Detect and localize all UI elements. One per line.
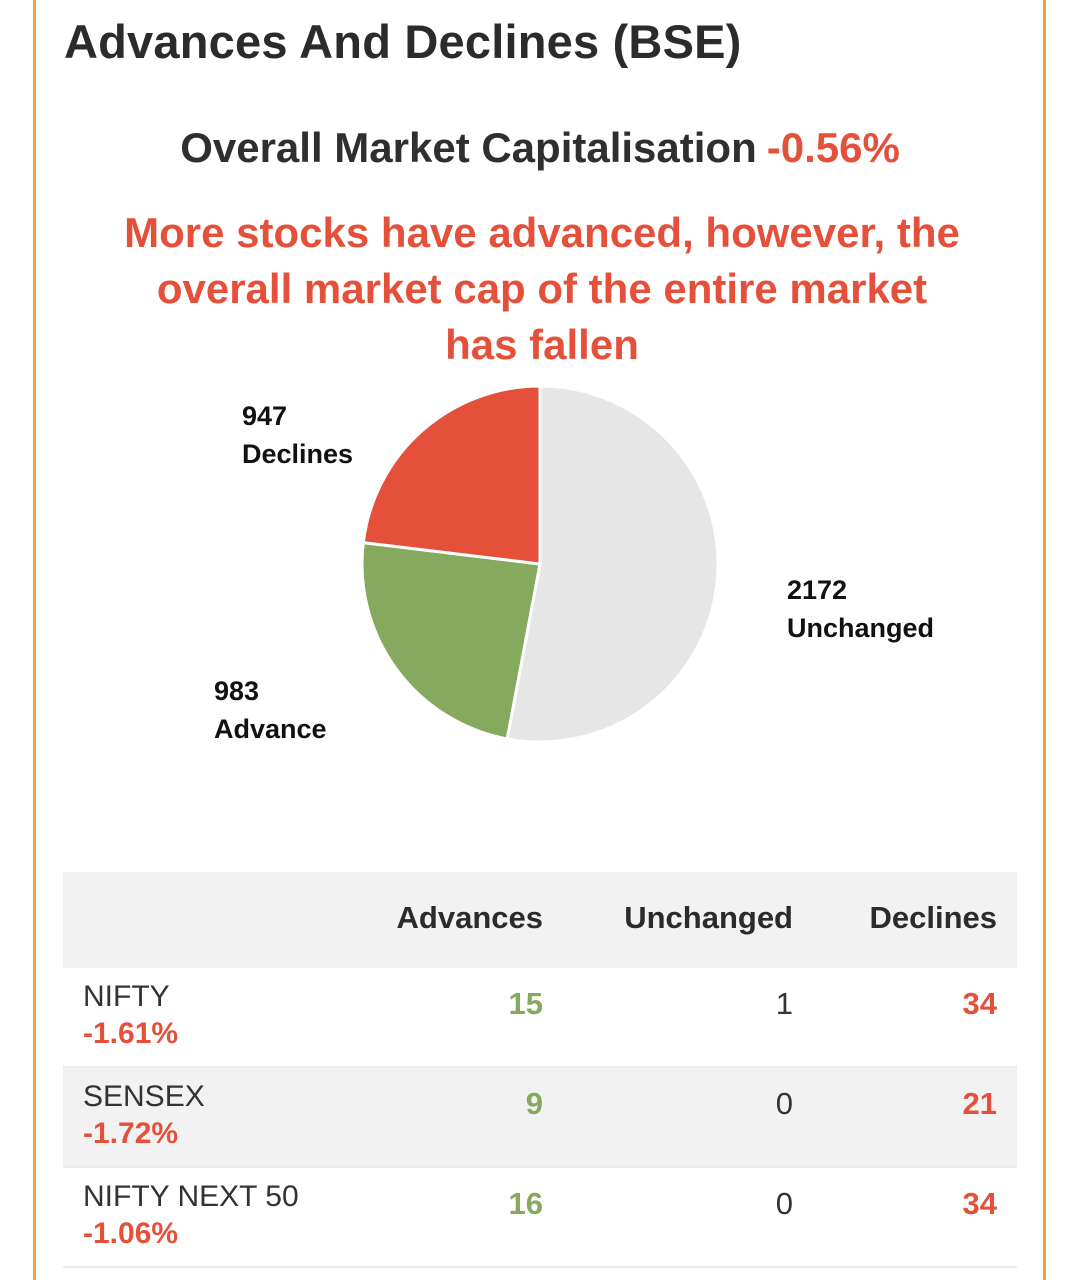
row-unchanged: 1 <box>775 986 793 1021</box>
pie-label-declines: 947 Declines <box>242 397 353 473</box>
pie-label-unchanged: 2172 Unchanged <box>787 571 934 647</box>
card-border-left <box>33 0 36 1280</box>
table-row: NIFTY NEXT 50 -1.06% 16 0 34 <box>63 1168 1017 1268</box>
pie-slice-unchanged <box>505 384 720 744</box>
pie-label-advance: 983 Advance <box>214 672 327 748</box>
market-cap-line: Overall Market Capitalisation -0.56% <box>0 124 1080 172</box>
pie-slice-advance <box>360 540 542 741</box>
pie-slice-declines <box>361 384 542 566</box>
row-advances: 9 <box>525 1086 543 1121</box>
header-unchanged: Unchanged <box>624 900 793 935</box>
card-border-right <box>1043 0 1046 1280</box>
row-unchanged: 0 <box>775 1186 793 1221</box>
row-declines: 34 <box>962 1186 997 1221</box>
pie-label-unchanged-name: Unchanged <box>787 613 935 643</box>
row-declines: 21 <box>962 1086 997 1121</box>
market-cap-label: Overall Market Capitalisation <box>180 124 757 171</box>
card-title: Advances And Declines (BSE) <box>64 15 742 68</box>
table-row: NIFTY -1.61% 15 1 34 <box>63 968 1017 1068</box>
row-advances: 16 <box>508 1186 543 1221</box>
row-unchanged: 0 <box>775 1086 793 1121</box>
row-index-name: SENSEX <box>83 1080 205 1113</box>
index-breadth-table: Advances Unchanged Declines NIFTY -1.61%… <box>63 872 1017 1268</box>
pie-chart <box>360 384 720 744</box>
header-declines: Declines <box>869 900 997 935</box>
header-advances: Advances <box>396 900 543 935</box>
market-cap-value: -0.56% <box>766 124 900 171</box>
row-advances: 15 <box>508 986 543 1021</box>
row-index-name: NIFTY NEXT 50 <box>83 1180 299 1213</box>
pie-label-declines-value: 947 <box>242 401 288 431</box>
table-row: SENSEX -1.72% 9 0 21 <box>63 1068 1017 1168</box>
pie-label-advance-name: Advance <box>214 714 327 744</box>
table-header: Advances Unchanged Declines <box>63 872 1017 968</box>
row-declines: 34 <box>962 986 997 1021</box>
pie-label-advance-value: 983 <box>214 676 260 706</box>
summary-message: More stocks have advanced, however, the … <box>124 209 960 368</box>
row-index-name: NIFTY <box>83 980 170 1013</box>
row-index-change: -1.06% <box>83 1217 179 1250</box>
pie-label-declines-name: Declines <box>242 439 354 469</box>
row-index-change: -1.72% <box>83 1117 179 1150</box>
pie-label-unchanged-value: 2172 <box>787 575 848 605</box>
row-index-change: -1.61% <box>83 1017 179 1050</box>
